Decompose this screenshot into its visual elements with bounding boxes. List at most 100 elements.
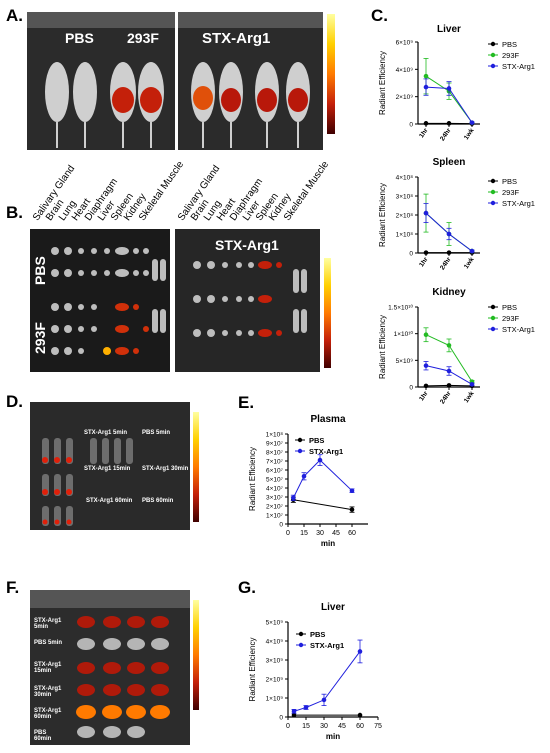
data-point xyxy=(446,231,452,237)
x-tick-label: 30 xyxy=(316,530,324,537)
data-point xyxy=(469,248,475,254)
legend-label: 293F xyxy=(502,188,520,197)
organ-image-f: STX-Arg1 5min PBS 5min STX-Arg1 15min ST… xyxy=(30,590,190,745)
tube-image-d: STX-Arg1 5min PBS 5min STX-Arg1 15min ST… xyxy=(30,402,190,530)
y-tick-label: 2×10⁹ xyxy=(396,94,414,101)
data-point xyxy=(469,120,475,125)
legend-label: 293F xyxy=(502,51,520,60)
y-axis-label: Radiant Efficiency xyxy=(378,183,387,247)
data-point xyxy=(446,250,452,255)
data-point xyxy=(446,343,452,348)
mice-silhouettes-a-right xyxy=(191,62,310,148)
data-point xyxy=(291,712,297,718)
y-tick-label: 0 xyxy=(279,715,283,722)
data-point xyxy=(291,495,296,501)
colorbar-f xyxy=(193,600,199,710)
label-stx-arg1: STX-Arg1 xyxy=(202,30,271,47)
x-tick-label: 24hr xyxy=(439,390,453,406)
data-point xyxy=(423,84,429,90)
label-d: PBS 60min xyxy=(142,498,174,504)
ivis-sample-row xyxy=(30,590,190,608)
y-tick-label: 9×10⁷ xyxy=(266,441,284,448)
legend-marker xyxy=(490,326,496,332)
data-point xyxy=(469,382,475,387)
chart-title: Spleen xyxy=(433,157,466,168)
y-tick-label: 4×10⁸ xyxy=(396,175,414,182)
label-f: PBS 5min xyxy=(34,640,63,646)
chart-title: Kidney xyxy=(432,287,466,298)
data-point xyxy=(357,712,363,718)
y-axis-label: Radiant Efficiency xyxy=(378,51,387,115)
label-f: STX-Arg1 15min xyxy=(34,662,62,674)
tubes-d xyxy=(42,438,133,526)
y-tick-label: 2×10⁷ xyxy=(266,504,284,511)
legend-label: STX-Arg1 xyxy=(309,447,343,456)
livers-f xyxy=(76,616,170,738)
spleen-biodistribution-chart: Spleen 0 1×10⁸ 2×10⁸ 3×10⁸ 4×10⁸ Radiant Effic… xyxy=(378,157,535,271)
y-tick-label: 7×10⁷ xyxy=(266,459,284,466)
y-tick-label: 2×10⁹ xyxy=(266,677,284,684)
y-tick-label: 6×10⁷ xyxy=(266,468,284,475)
data-point xyxy=(446,368,452,374)
organ-image-left: PBS 293F xyxy=(30,229,170,372)
series-line xyxy=(293,651,361,712)
panel-label-c: C. xyxy=(371,6,388,25)
legend-marker xyxy=(490,304,496,310)
legend-marker xyxy=(490,52,496,58)
y-tick-label: 5×10⁹ xyxy=(266,620,284,627)
legend-marker xyxy=(298,631,304,637)
label-d: STX-Arg1 30min xyxy=(142,466,189,472)
data-point xyxy=(301,474,307,479)
y-tick-label: 5×10⁹ xyxy=(396,358,414,365)
x-tick-label: 1hr xyxy=(418,127,430,140)
x-axis-label: min xyxy=(326,732,340,741)
y-tick-label: 1×10¹⁰ xyxy=(394,330,414,338)
x-tick-label: 24hr xyxy=(439,127,453,143)
legend-label: PBS xyxy=(310,630,325,639)
y-tick-label: 6×10⁹ xyxy=(396,40,414,47)
label-d: PBS 5min xyxy=(142,430,171,436)
legend-label: 293F xyxy=(502,314,520,323)
x-tick-label: 0 xyxy=(286,530,290,537)
chart-title: Liver xyxy=(321,602,345,613)
y-tick-label: 5×10⁷ xyxy=(266,477,284,484)
data-point xyxy=(349,488,355,493)
label-pbs: PBS xyxy=(65,30,94,46)
data-point xyxy=(446,86,452,91)
legend-label: STX-Arg1 xyxy=(502,199,535,208)
legend-marker xyxy=(490,178,496,184)
legend-marker xyxy=(298,642,304,648)
label-f: STX-Arg1 60min xyxy=(34,708,62,720)
data-point xyxy=(423,363,429,368)
data-point xyxy=(317,457,323,463)
y-tick-label: 1.5×10¹⁰ xyxy=(388,304,413,312)
data-point xyxy=(423,383,429,389)
y-tick-label: 0 xyxy=(409,385,413,392)
legend-label: STX-Arg1 xyxy=(502,62,535,71)
label-f: STX-Arg1 30min xyxy=(34,686,62,698)
y-axis-label: Radiant Efficiency xyxy=(248,447,257,511)
data-point xyxy=(423,250,429,255)
y-tick-label: 0 xyxy=(409,122,413,129)
y-tick-label: 4×10⁹ xyxy=(396,67,414,74)
x-tick-label: 1wk xyxy=(463,127,476,141)
y-axis-label: Radiant Efficiency xyxy=(248,638,257,702)
label-f: STX-Arg1 5min xyxy=(34,618,62,630)
data-point xyxy=(423,210,429,216)
chart-title: Liver xyxy=(437,24,461,35)
liver-biodistribution-chart: Liver 0 2×10⁹ 4×10⁹ 6×10⁹ Radiant Efficiency 1… xyxy=(378,24,535,143)
legend-marker xyxy=(490,200,496,206)
data-point xyxy=(291,709,297,714)
data-point xyxy=(357,649,363,654)
chart-title: Plasma xyxy=(310,414,345,425)
panel-label-g: G. xyxy=(238,578,256,597)
y-tick-label: 4×10⁷ xyxy=(266,486,284,493)
ivis-image-a-right: STX-Arg1 xyxy=(178,12,323,150)
data-point xyxy=(446,121,452,126)
y-tick-label: 1×10⁸ xyxy=(266,432,284,439)
x-tick-label: 30 xyxy=(320,723,328,730)
organ-image-right: STX-Arg1 xyxy=(175,229,320,372)
y-tick-label: 3×10⁹ xyxy=(266,658,284,665)
organ-label: Skeletal Muscle xyxy=(281,159,332,223)
label-293f: 293F xyxy=(127,30,159,46)
